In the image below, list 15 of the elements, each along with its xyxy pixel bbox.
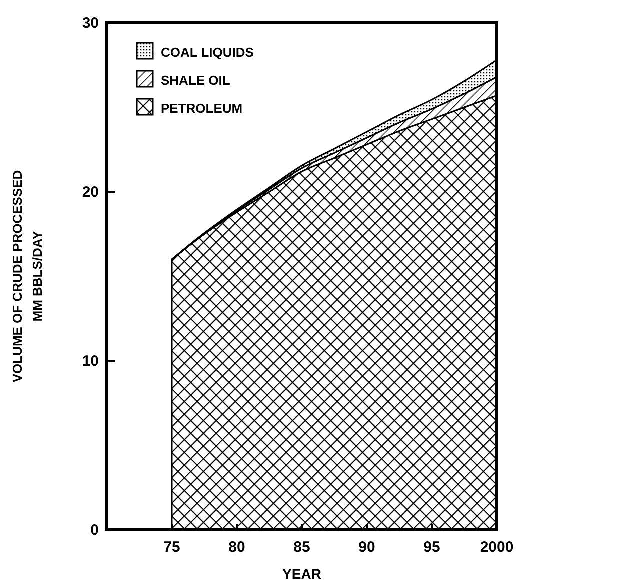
y-axis-title: VOLUME OF CRUDE PROCESSED MM BBLS/DAY [10, 170, 45, 383]
legend-label: PETROLEUM [161, 101, 243, 116]
y-tick-label: 20 [82, 184, 99, 201]
x-tick-label: 90 [358, 539, 376, 556]
x-tick-label: 2000 [480, 539, 514, 556]
x-axis-title: YEAR [282, 566, 322, 582]
y-tick-label: 30 [82, 15, 99, 32]
y-tick-label: 0 [90, 522, 99, 539]
x-tick-label: 75 [164, 539, 180, 556]
x-tick-label: 85 [294, 539, 310, 556]
x-tick-label: 95 [424, 539, 440, 556]
legend-label: COAL LIQUIDS [161, 45, 254, 60]
legend-label: SHALE OIL [161, 73, 230, 88]
y-tick-label: 10 [82, 353, 99, 370]
x-tick-label: 80 [228, 539, 246, 556]
